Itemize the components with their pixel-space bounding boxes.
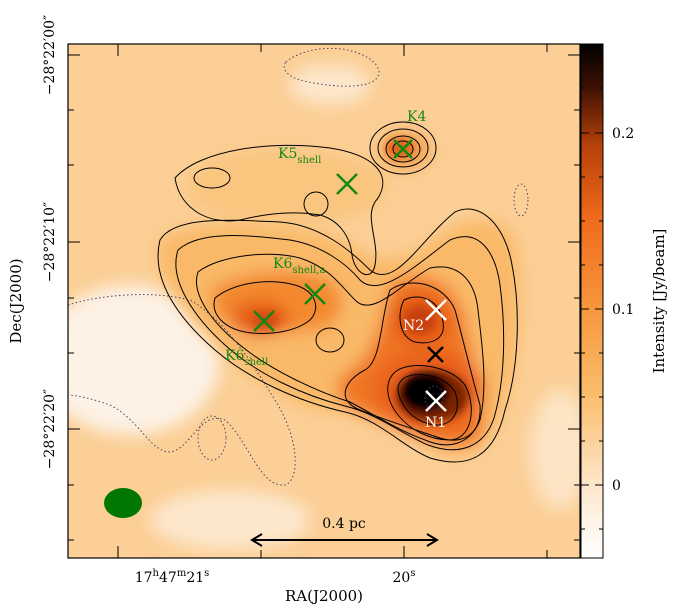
- contour-k5-hole: [193, 167, 231, 189]
- colorbar-gradient: [580, 43, 604, 559]
- x-axis-title: RA(J2000): [285, 587, 363, 605]
- intensity-map: [68, 44, 580, 558]
- contour-k5: [174, 144, 384, 276]
- beam-ellipse: [104, 488, 142, 518]
- contour-3: [196, 253, 485, 446]
- negative-contour: [424, 385, 444, 411]
- negative-contours: [68, 47, 529, 486]
- map-frame: [67, 43, 581, 559]
- y-axis-title: Dec(J2000): [7, 258, 25, 343]
- y-tick-label-2: −28°22′20″: [42, 389, 58, 470]
- y-tick-label-1: −28°22′10″: [42, 202, 58, 283]
- contour-n1-inner: [397, 374, 458, 426]
- colorbar-tick-label-2: 0: [612, 478, 621, 494]
- x-tick-label-1: 20s: [393, 568, 416, 586]
- negative-contour: [197, 415, 227, 461]
- k6a-marker: [304, 283, 326, 305]
- contour-k6: [213, 281, 317, 334]
- colorbar-tick-label-1: 0.1: [612, 302, 634, 318]
- n1-label: N1: [425, 415, 446, 431]
- n2-label: N2: [403, 318, 424, 334]
- contour-n1-outer: [387, 365, 472, 441]
- contour-2: [175, 235, 505, 451]
- k6-label: K6shell: [225, 348, 268, 368]
- colorbar: 0.2 0.1 0 Intensity [Jy/beam]: [580, 43, 668, 559]
- colorbar-tick-label-0: 0.2: [612, 126, 634, 142]
- contour-4: [344, 282, 481, 441]
- contour-k4-3: [385, 135, 421, 163]
- map-ticks: [68, 44, 580, 558]
- colorbar-ticks: [581, 87, 603, 530]
- scale-bar-label: 0.4 pc: [322, 516, 366, 532]
- pale-region: [530, 390, 580, 510]
- source-markers: [253, 139, 447, 412]
- k4-label: K4: [407, 109, 426, 125]
- n2-marker: [425, 299, 447, 321]
- contour-k4-2: [377, 128, 429, 168]
- pale-region: [150, 490, 310, 550]
- n1-marker: [425, 390, 447, 412]
- contour-hole: [315, 327, 345, 353]
- scale-bar: 0.4 pc: [250, 516, 439, 547]
- k4-marker: [393, 139, 413, 159]
- contour-lines: [157, 121, 518, 463]
- contour-outer: [157, 208, 518, 463]
- contour-k4-4: [392, 140, 414, 158]
- x-tick-label-0: 17h47m21s: [135, 568, 210, 586]
- k6-marker: [253, 310, 275, 332]
- negative-contour: [513, 183, 529, 217]
- y-tick-label-0: −28°22′00″: [42, 15, 58, 96]
- contour-n2: [399, 296, 444, 344]
- pale-region: [68, 285, 220, 435]
- k5-label: K5shell: [278, 146, 321, 166]
- contour-k5-hole2: [303, 191, 329, 217]
- k5-marker: [336, 173, 358, 195]
- colorbar-title: Intensity [Jy/beam]: [650, 229, 668, 374]
- black-marker: [427, 346, 444, 363]
- contour-k4-1: [369, 121, 437, 175]
- k6a-label: K6shell,a: [273, 256, 325, 276]
